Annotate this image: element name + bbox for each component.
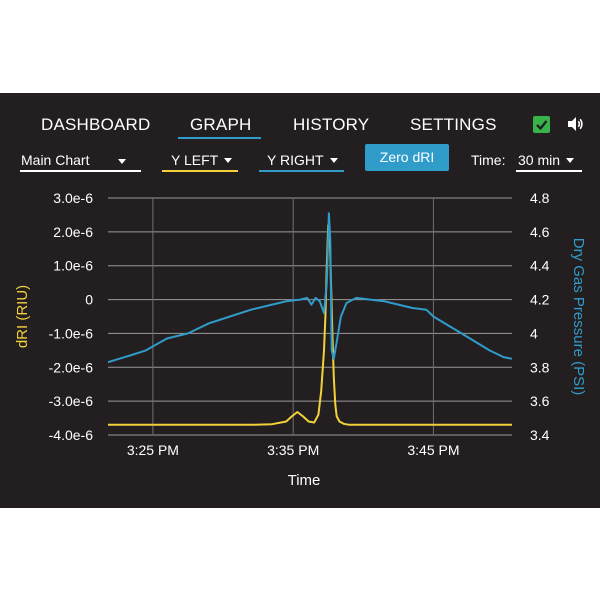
y-right-dropdown[interactable]: Y RIGHT <box>267 152 338 168</box>
time-range-underline <box>516 170 582 172</box>
zero-dri-button[interactable]: Zero dRI <box>365 144 449 171</box>
y-right-tick-label: 3.4 <box>530 427 550 443</box>
y-left-underline <box>162 170 238 172</box>
y-left-tick-label: -4.0e-6 <box>49 427 94 443</box>
active-tab-underline <box>178 137 261 139</box>
graph-chart: 3.0e-6 2.0e-6 1.0e-6 0 -1.0e-6 -2.0e-6 -3.0e-6… <box>14 190 587 489</box>
chart-select-underline <box>20 170 141 172</box>
x-tick-label: 3:25 PM <box>127 442 179 458</box>
tab-graph[interactable]: GRAPH <box>190 115 252 134</box>
x-tick-label: 3:45 PM <box>407 442 459 458</box>
y-left-axis-title: dRI (RIU) <box>14 285 31 348</box>
y-right-underline <box>259 170 344 172</box>
checkbox-checked-icon[interactable] <box>533 116 550 133</box>
time-range-dropdown[interactable]: 30 min <box>518 152 575 168</box>
y-right-tick-label: 4.8 <box>530 190 550 206</box>
chevron-down-icon <box>224 157 233 163</box>
y-left-tick-label: -1.0e-6 <box>49 325 94 341</box>
chevron-down-icon <box>566 157 575 163</box>
y-right-tick-label: 4.4 <box>530 258 550 274</box>
y-right-tick-label: 4.2 <box>530 292 550 308</box>
y-left-label: Y LEFT <box>171 152 219 168</box>
y-left-tick-label: 1.0e-6 <box>53 258 93 274</box>
y-right-tick-label: 4 <box>530 325 538 341</box>
y-left-tick-label: 0 <box>85 292 93 308</box>
y-right-axis-title: Dry Gas Pressure (PSI) <box>570 238 587 396</box>
dri-series-line <box>108 224 512 426</box>
tab-dashboard[interactable]: DASHBOARD <box>41 115 151 134</box>
tab-history[interactable]: HISTORY <box>293 115 370 134</box>
speaker-icon[interactable] <box>566 115 584 138</box>
y-right-tick-label: 4.6 <box>530 224 550 240</box>
x-axis-title: Time <box>288 472 321 489</box>
y-right-tick-label: 3.6 <box>530 393 550 409</box>
y-left-tick-label: 2.0e-6 <box>53 224 93 240</box>
gas-pressure-series-line <box>107 212 513 364</box>
tab-settings[interactable]: SETTINGS <box>410 115 497 134</box>
chevron-down-icon <box>118 159 126 164</box>
x-tick-label: 3:35 PM <box>267 442 319 458</box>
y-right-tick-label: 3.8 <box>530 359 550 375</box>
y-right-label: Y RIGHT <box>267 152 324 168</box>
y-left-tick-label: -2.0e-6 <box>49 359 94 375</box>
time-label: Time: <box>471 152 506 168</box>
chart-select-dropdown[interactable]: Main Chart <box>21 152 89 168</box>
y-left-tick-label: 3.0e-6 <box>53 190 93 206</box>
time-range-value: 30 min <box>518 152 561 168</box>
app-screen: DASHBOARD GRAPH HISTORY SETTINGS Main Ch… <box>0 93 600 508</box>
y-left-dropdown[interactable]: Y LEFT <box>171 152 233 168</box>
chart-select-value: Main Chart <box>21 152 90 168</box>
chevron-down-icon <box>329 157 338 163</box>
y-left-tick-label: -3.0e-6 <box>49 393 94 409</box>
